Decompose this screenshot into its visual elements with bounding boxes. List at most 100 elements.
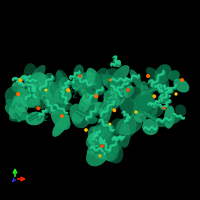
Ellipse shape [18, 78, 22, 82]
Ellipse shape [103, 93, 120, 111]
Ellipse shape [162, 106, 166, 110]
Ellipse shape [80, 78, 93, 95]
Ellipse shape [95, 102, 106, 114]
Ellipse shape [9, 114, 30, 122]
Ellipse shape [57, 70, 69, 86]
Ellipse shape [80, 89, 93, 101]
Ellipse shape [110, 118, 126, 134]
Ellipse shape [124, 86, 134, 98]
Ellipse shape [91, 135, 117, 156]
Ellipse shape [156, 116, 181, 127]
Ellipse shape [102, 74, 122, 93]
Ellipse shape [134, 110, 147, 123]
Ellipse shape [36, 106, 40, 110]
Ellipse shape [158, 95, 169, 104]
Ellipse shape [146, 67, 166, 88]
Ellipse shape [26, 83, 46, 101]
Ellipse shape [110, 77, 127, 93]
Ellipse shape [174, 92, 178, 96]
Ellipse shape [92, 125, 105, 136]
Ellipse shape [133, 103, 147, 116]
Ellipse shape [45, 89, 47, 91]
Ellipse shape [37, 74, 49, 86]
Ellipse shape [110, 65, 130, 86]
Ellipse shape [109, 79, 111, 81]
Ellipse shape [66, 88, 70, 92]
Ellipse shape [151, 106, 164, 118]
Ellipse shape [88, 126, 103, 148]
Ellipse shape [108, 86, 119, 97]
Ellipse shape [13, 95, 28, 112]
Ellipse shape [41, 92, 57, 108]
Ellipse shape [134, 94, 148, 110]
Ellipse shape [31, 87, 46, 101]
Ellipse shape [87, 147, 103, 155]
Ellipse shape [100, 101, 109, 120]
Ellipse shape [164, 106, 175, 129]
Ellipse shape [175, 104, 186, 116]
Ellipse shape [123, 117, 136, 138]
Ellipse shape [98, 146, 115, 161]
Ellipse shape [95, 125, 113, 146]
Ellipse shape [98, 138, 119, 158]
Ellipse shape [49, 81, 70, 100]
Ellipse shape [51, 109, 71, 130]
Ellipse shape [84, 102, 105, 117]
Ellipse shape [100, 144, 104, 148]
Ellipse shape [42, 80, 55, 98]
Ellipse shape [84, 128, 88, 132]
Ellipse shape [26, 112, 45, 125]
Ellipse shape [87, 137, 103, 154]
Ellipse shape [104, 135, 123, 153]
Ellipse shape [5, 99, 20, 110]
Ellipse shape [142, 119, 159, 135]
Ellipse shape [79, 93, 91, 112]
Ellipse shape [78, 74, 82, 78]
Ellipse shape [53, 100, 66, 115]
Ellipse shape [116, 116, 142, 135]
Ellipse shape [168, 70, 180, 81]
Ellipse shape [55, 71, 66, 96]
Ellipse shape [111, 84, 126, 106]
Ellipse shape [86, 68, 101, 90]
Ellipse shape [17, 88, 40, 106]
Ellipse shape [180, 78, 184, 82]
Ellipse shape [155, 64, 171, 83]
Ellipse shape [72, 73, 98, 82]
Ellipse shape [95, 74, 108, 87]
Ellipse shape [29, 72, 47, 90]
Ellipse shape [71, 78, 82, 91]
Ellipse shape [98, 139, 106, 158]
Ellipse shape [29, 65, 46, 85]
Ellipse shape [28, 80, 44, 95]
Ellipse shape [49, 85, 72, 99]
Ellipse shape [5, 103, 29, 120]
Ellipse shape [59, 102, 73, 111]
Ellipse shape [95, 122, 120, 144]
Ellipse shape [72, 74, 97, 86]
Ellipse shape [82, 89, 98, 105]
Ellipse shape [24, 63, 37, 85]
Ellipse shape [86, 144, 109, 166]
Ellipse shape [39, 73, 53, 89]
Ellipse shape [16, 92, 20, 96]
Ellipse shape [94, 126, 111, 147]
Ellipse shape [72, 110, 83, 125]
Ellipse shape [94, 94, 98, 98]
Ellipse shape [73, 64, 84, 81]
Ellipse shape [23, 95, 48, 109]
Ellipse shape [100, 144, 116, 152]
Ellipse shape [173, 78, 189, 93]
Ellipse shape [104, 139, 123, 163]
Ellipse shape [135, 94, 155, 111]
Ellipse shape [77, 71, 94, 95]
Ellipse shape [100, 148, 113, 159]
Ellipse shape [130, 69, 143, 89]
Ellipse shape [98, 121, 113, 146]
Ellipse shape [12, 81, 25, 93]
Ellipse shape [86, 132, 113, 151]
Ellipse shape [99, 140, 111, 153]
Ellipse shape [112, 108, 116, 112]
Ellipse shape [5, 86, 23, 105]
Ellipse shape [100, 97, 112, 125]
